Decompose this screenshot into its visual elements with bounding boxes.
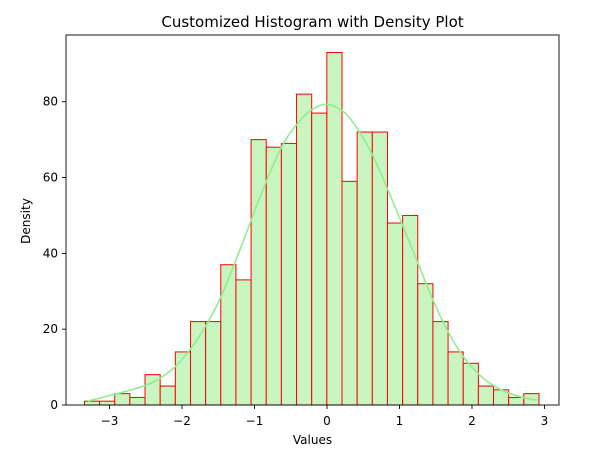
histogram-bar: [99, 400, 116, 406]
y-tick-label: 80: [43, 95, 58, 109]
histogram-bar: [326, 51, 343, 406]
y-tick-label: 0: [50, 398, 58, 412]
axes-frame: [65, 34, 560, 406]
x-axis-ticks: −3 −2 −1 0 1 2 3: [101, 405, 549, 428]
histogram-bar: [311, 112, 328, 406]
x-axis-label: Values: [293, 433, 332, 447]
x-tick-label: 2: [468, 414, 476, 428]
density-curve: [87, 103, 538, 402]
histogram-bar: [447, 351, 464, 406]
histogram-bar: [280, 142, 298, 406]
histogram-bar: [205, 321, 222, 406]
x-tick-label: −2: [173, 414, 191, 428]
histogram-bar: [129, 396, 146, 406]
histogram-bar: [159, 385, 176, 406]
x-tick-label: 1: [396, 414, 404, 428]
histogram-bar: [189, 321, 207, 406]
x-tick-label: 0: [323, 414, 331, 428]
x-tick-label: 3: [541, 414, 549, 428]
histogram-bar: [83, 400, 101, 406]
histogram-bar: [114, 393, 131, 406]
histogram-bar: [432, 321, 449, 406]
y-tick-label: 60: [43, 171, 58, 185]
histogram-bar: [341, 180, 358, 406]
y-axis-ticks: 0 20 40 60 80: [43, 95, 66, 412]
y-tick-label: 40: [43, 246, 58, 260]
x-tick-label: −3: [101, 414, 119, 428]
x-tick-label: −1: [246, 414, 264, 428]
histogram-bar: [508, 396, 525, 406]
histogram-bar: [296, 93, 313, 406]
histogram-bar: [250, 139, 267, 406]
histogram-bar: [174, 351, 191, 406]
histogram-bar: [417, 283, 434, 406]
histogram-bar: [477, 385, 495, 406]
y-tick-label: 20: [43, 322, 58, 336]
histogram-bar: [462, 362, 479, 406]
histogram-bar: [265, 146, 282, 406]
histogram-bar: [356, 131, 373, 406]
histogram-bar: [235, 279, 252, 406]
y-axis-label: Density: [19, 198, 33, 244]
histogram-bar: [386, 222, 404, 406]
histogram-bar: [220, 264, 237, 406]
chart-title: Customized Histogram with Density Plot: [161, 13, 463, 31]
